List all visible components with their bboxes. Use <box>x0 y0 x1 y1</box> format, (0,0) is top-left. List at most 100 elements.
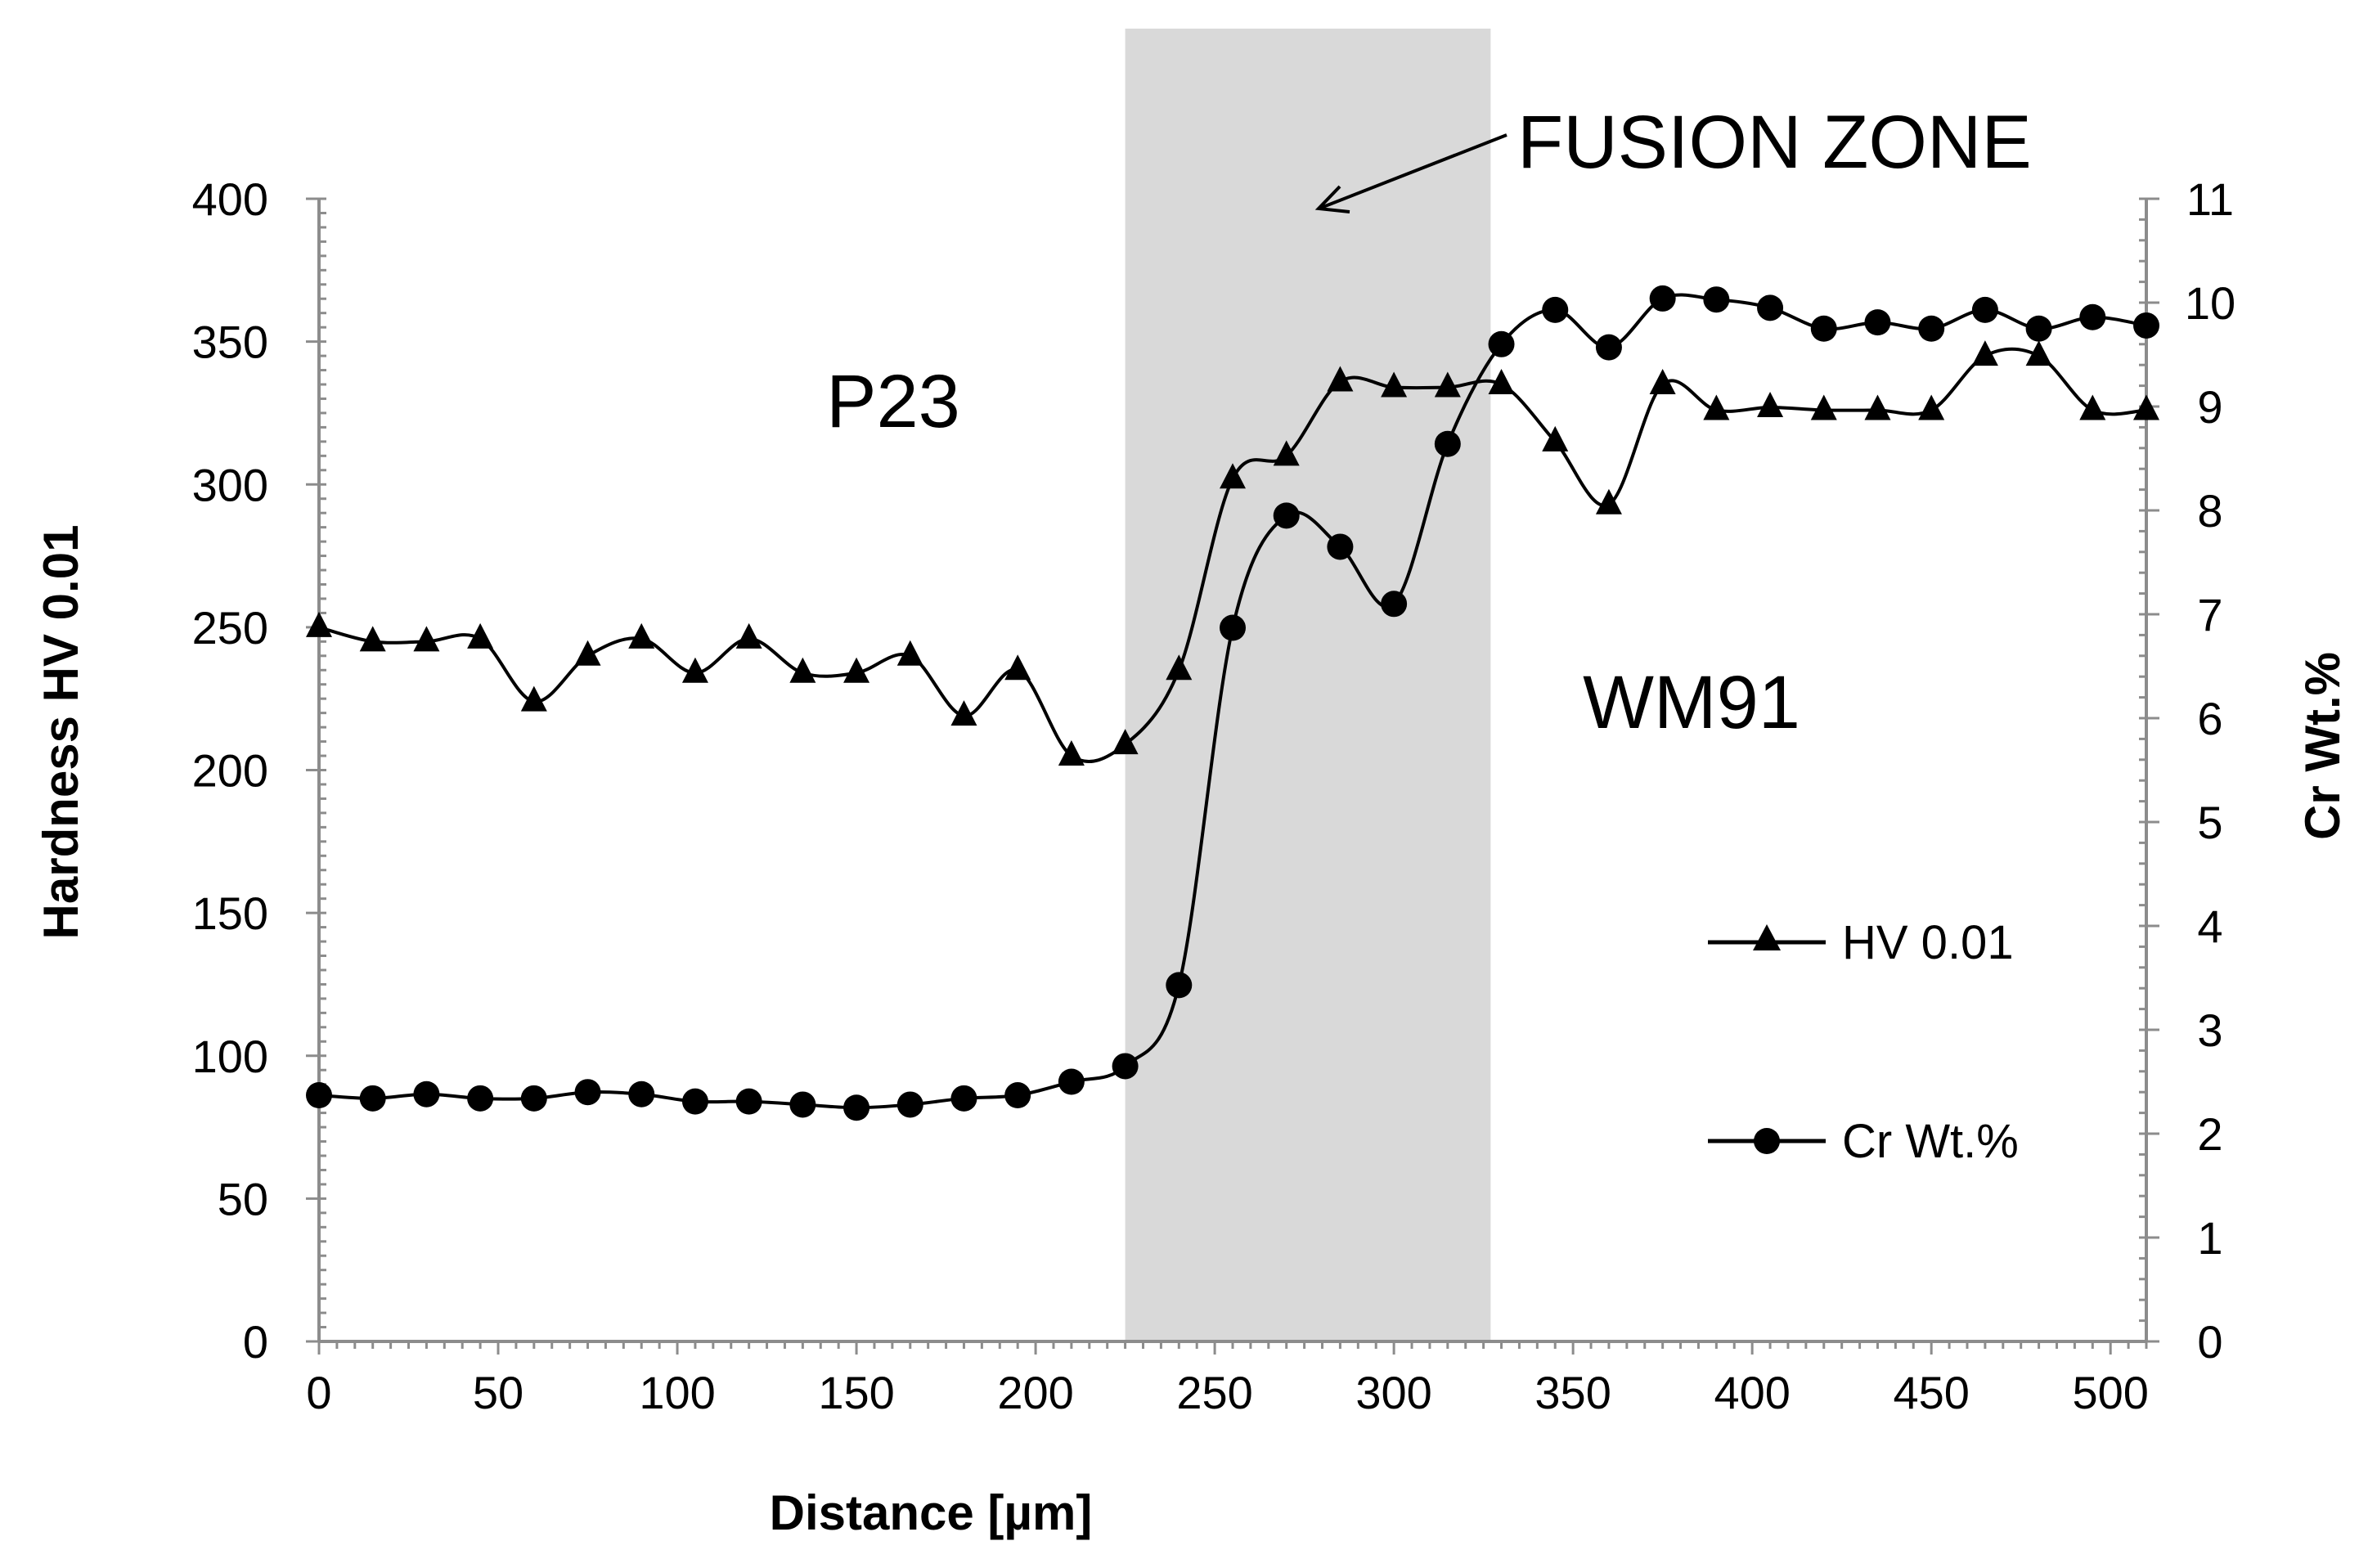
y2-tick-label: 8 <box>2197 485 2222 537</box>
data-point-cr <box>1112 1053 1139 1080</box>
y-tick-label: 400 <box>192 173 268 225</box>
y2-tick-label: 3 <box>2197 1004 2222 1056</box>
x-tick-label: 250 <box>1176 1367 1252 1418</box>
y2-tick-label: 5 <box>2197 797 2222 848</box>
x-tick-label: 300 <box>1355 1367 1431 1418</box>
y-axis-title: Hardness HV 0.01 <box>34 525 88 940</box>
annotation-fusion-zone: FUSION ZONE <box>1517 101 2032 184</box>
data-point-hv <box>1810 394 1837 420</box>
data-point-cr <box>2079 303 2106 330</box>
data-point-cr <box>1542 296 1569 323</box>
y2-axis-title: Cr Wt.% <box>2295 652 2350 840</box>
data-point-cr <box>1918 315 1945 342</box>
data-point-cr <box>735 1088 762 1115</box>
y2-tick-label: 10 <box>2185 277 2235 329</box>
data-point-hv <box>306 611 332 637</box>
data-point-hv <box>1488 369 1515 395</box>
x-axis-title: Distance [µm] <box>770 1485 1093 1540</box>
data-point-hv <box>681 657 708 683</box>
axes: 0 50 100 150 200 250 300 350 400 450 5000501001502… <box>192 173 2236 1418</box>
data-point-hv <box>359 626 386 652</box>
x-tick-label: 200 <box>997 1367 1073 1418</box>
data-point-hv <box>1434 371 1461 398</box>
data-point-hv <box>1649 369 1676 395</box>
y-tick-label: 0 <box>243 1316 268 1368</box>
data-point-cr <box>1864 309 1891 336</box>
data-point-hv <box>2079 394 2106 420</box>
data-point-cr <box>1757 294 1784 321</box>
data-point-hv <box>628 622 655 649</box>
data-point-cr <box>1703 286 1730 313</box>
data-point-hv <box>1273 440 1300 466</box>
y-tick-label: 100 <box>192 1031 268 1082</box>
series <box>306 285 2159 1121</box>
x-tick-label: 100 <box>639 1367 715 1418</box>
data-point-cr <box>1166 972 1193 999</box>
legend: HV 0.01 Cr Wt.% <box>1708 916 2019 1168</box>
legend-cr: Cr Wt.% <box>1708 1115 2019 1168</box>
data-point-cr <box>574 1079 601 1106</box>
data-point-hv <box>467 622 494 649</box>
data-point-hv <box>1864 394 1891 420</box>
x-tick-label: 450 <box>1893 1367 1969 1418</box>
annotation-wm91: WM91 <box>1583 661 1800 744</box>
data-point-hv <box>1220 463 1246 489</box>
data-point-hv <box>789 657 816 683</box>
y2-tick-label: 0 <box>2197 1316 2222 1368</box>
data-point-hv <box>1058 740 1085 766</box>
data-point-hv <box>1112 729 1139 755</box>
data-point-cr <box>1810 315 1837 342</box>
y-tick-label: 350 <box>192 317 268 368</box>
x-tick-label: 50 <box>473 1367 523 1418</box>
data-point-cr <box>1004 1082 1031 1109</box>
data-point-cr <box>1273 502 1300 529</box>
data-point-cr <box>681 1088 708 1115</box>
data-point-hv <box>1757 391 1784 417</box>
fusion-zone-band <box>1125 29 1491 1341</box>
y2-tick-label: 1 <box>2197 1212 2222 1264</box>
data-point-hv <box>1703 394 1730 420</box>
y-tick-label: 50 <box>218 1173 268 1224</box>
y2-tick-label: 4 <box>2197 901 2222 952</box>
data-point-cr <box>950 1085 977 1112</box>
data-point-cr <box>1058 1068 1085 1095</box>
y2-tick-label: 6 <box>2197 693 2222 744</box>
data-point-cr <box>2133 312 2159 339</box>
x-tick-label: 0 <box>306 1367 331 1418</box>
data-point-hv <box>1595 488 1622 514</box>
y-tick-label: 300 <box>192 459 268 510</box>
x-tick-label: 150 <box>818 1367 894 1418</box>
data-point-cr <box>1971 296 1998 323</box>
data-point-cr <box>628 1081 655 1107</box>
data-point-hv <box>1918 394 1945 420</box>
y2-tick-label: 11 <box>2186 173 2234 225</box>
y-tick-label: 150 <box>192 887 268 939</box>
data-point-hv <box>1327 366 1354 392</box>
data-point-hv <box>574 640 601 666</box>
y-tick-label: 200 <box>192 745 268 797</box>
data-point-cr <box>1327 533 1354 560</box>
data-point-cr <box>1649 285 1676 312</box>
x-tick-label: 500 <box>2072 1367 2148 1418</box>
data-point-cr <box>1220 614 1246 641</box>
data-point-hv <box>2025 340 2052 366</box>
data-point-cr <box>1595 334 1622 361</box>
data-point-hv <box>843 657 870 683</box>
data-point-cr <box>1434 430 1461 457</box>
data-point-hv <box>2133 394 2159 420</box>
legend-hv: HV 0.01 <box>1708 916 2014 969</box>
y2-tick-label: 7 <box>2197 589 2222 640</box>
data-point-cr <box>359 1085 386 1112</box>
y-tick-label: 250 <box>192 602 268 654</box>
data-point-cr <box>306 1082 332 1109</box>
data-point-cr <box>520 1085 547 1112</box>
data-point-cr <box>467 1085 494 1112</box>
data-point-cr <box>1381 591 1408 618</box>
data-point-hv <box>520 685 547 712</box>
data-point-hv <box>950 700 977 726</box>
annotation-p23: P23 <box>826 360 960 443</box>
legend-label-hv: HV 0.01 <box>1842 916 2014 969</box>
data-point-hv <box>1971 340 1998 366</box>
data-point-cr <box>896 1091 923 1118</box>
